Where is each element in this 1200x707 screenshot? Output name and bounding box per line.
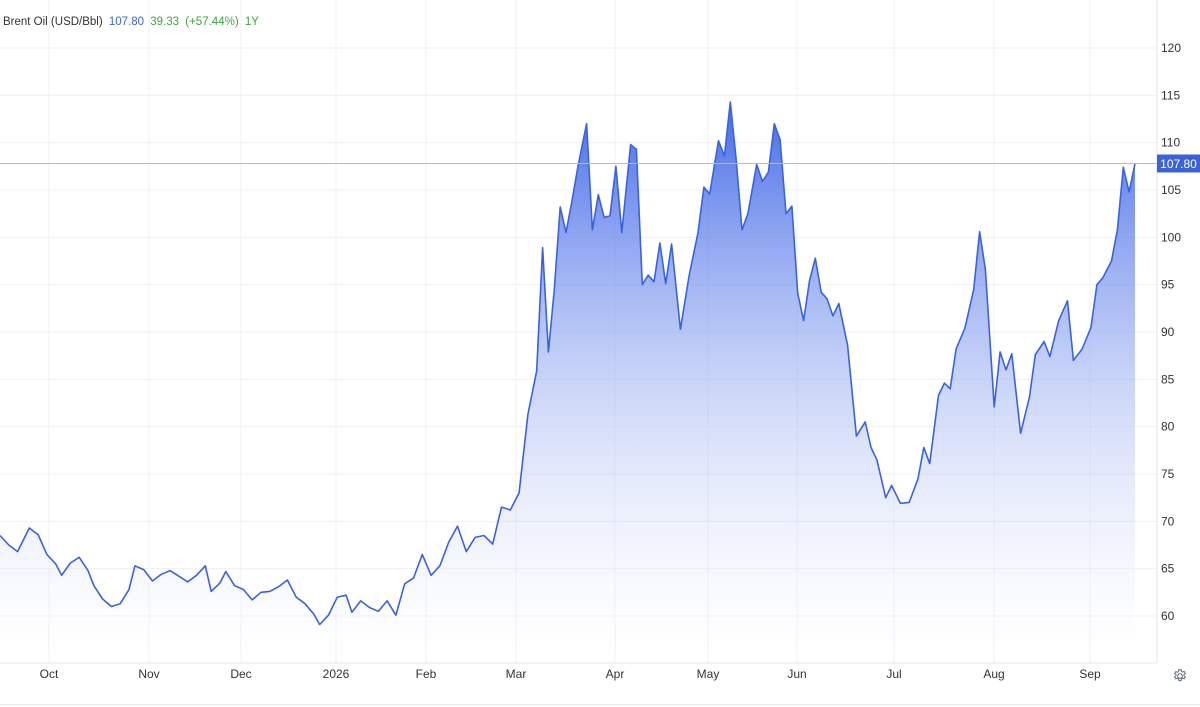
chart-legend: Brent Oil (USD/Bbl) 107.80 39.33 (+57.44… bbox=[3, 16, 262, 28]
x-tick-label: May bbox=[697, 667, 720, 681]
x-tick-label: Jul bbox=[886, 667, 901, 681]
x-tick-label: Aug bbox=[983, 667, 1004, 681]
price-tag-box bbox=[1157, 154, 1200, 173]
x-tick-label: 2026 bbox=[323, 667, 350, 681]
y-tick-label: 80 bbox=[1161, 420, 1175, 434]
y-tick-label: 105 bbox=[1161, 183, 1181, 197]
y-tick-label: 95 bbox=[1161, 278, 1175, 292]
y-tick-label: 60 bbox=[1161, 609, 1175, 623]
x-tick-label: Nov bbox=[138, 667, 159, 681]
settings-gear-icon[interactable] bbox=[1172, 668, 1188, 684]
y-tick-label: 70 bbox=[1161, 514, 1175, 528]
change-percent: (+57.44%) bbox=[185, 16, 239, 28]
y-tick-label: 115 bbox=[1161, 88, 1180, 102]
y-tick-label: 90 bbox=[1161, 325, 1175, 339]
bottom-border bbox=[0, 704, 1200, 705]
x-tick-label: Oct bbox=[40, 667, 59, 681]
axis-layer: 60 65 70 75 80 85 90 95 100 105 110 115 120 Oct Nov Dec… bbox=[0, 0, 1181, 681]
x-tick-label: Feb bbox=[416, 667, 437, 681]
y-tick-label: 120 bbox=[1161, 41, 1181, 55]
series-area-fill bbox=[0, 102, 1135, 663]
x-tick-label: Mar bbox=[506, 667, 527, 681]
series-line bbox=[0, 101, 1136, 626]
x-tick-label: Sep bbox=[1079, 667, 1101, 681]
price-tag-label: 107.80 bbox=[1160, 157, 1197, 171]
x-tick-label: Jun bbox=[787, 667, 806, 681]
last-price-layer: 107.80 bbox=[0, 154, 1200, 173]
y-tick-label: 85 bbox=[1161, 372, 1175, 386]
last-price: 107.80 bbox=[108, 16, 145, 28]
y-tick-label: 65 bbox=[1161, 562, 1175, 576]
x-tick-label: Dec bbox=[230, 667, 251, 681]
period-label: 1Y bbox=[244, 16, 259, 28]
change-value: 39.33 bbox=[150, 16, 180, 28]
x-tick-label: Apr bbox=[606, 667, 625, 681]
y-tick-label: 100 bbox=[1161, 230, 1181, 244]
y-tick-label: 110 bbox=[1161, 136, 1180, 150]
instrument-name: Brent Oil (USD/Bbl) bbox=[3, 16, 103, 28]
y-tick-label: 75 bbox=[1161, 467, 1175, 481]
area-layer bbox=[0, 101, 1136, 663]
